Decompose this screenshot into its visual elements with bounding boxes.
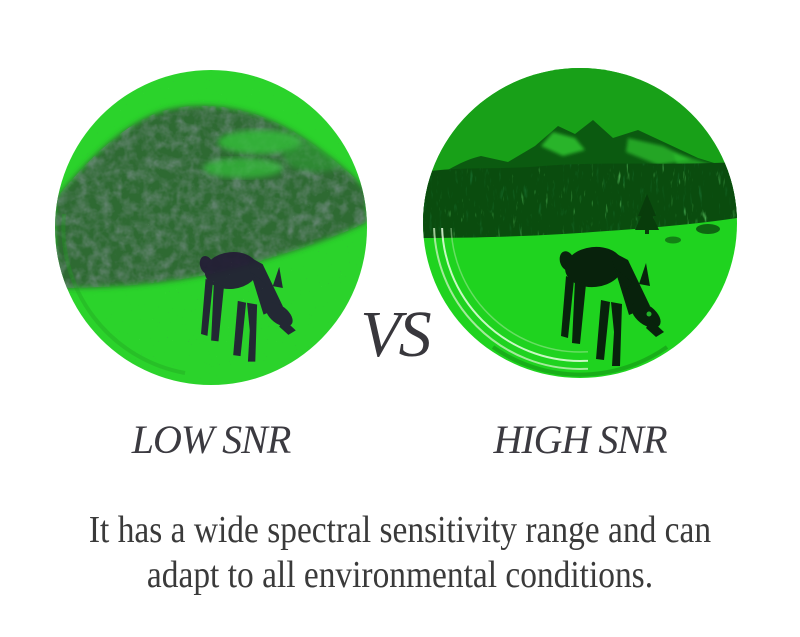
low-snr-label: LOW SNR (131, 417, 292, 462)
high-snr-label: HIGH SNR (493, 417, 667, 462)
vs-label: VS (360, 298, 431, 371)
caption-text: It has a wide spectral sensitivity range… (48, 508, 752, 598)
low-snr-scene (55, 70, 367, 385)
high-snr-image (423, 68, 737, 378)
caption-line-2: adapt to all environmental conditions. (146, 554, 654, 596)
high-snr-scene (423, 68, 737, 378)
low-snr-image (55, 70, 367, 385)
caption-line-1: It has a wide spectral sensitivity range… (88, 509, 712, 551)
